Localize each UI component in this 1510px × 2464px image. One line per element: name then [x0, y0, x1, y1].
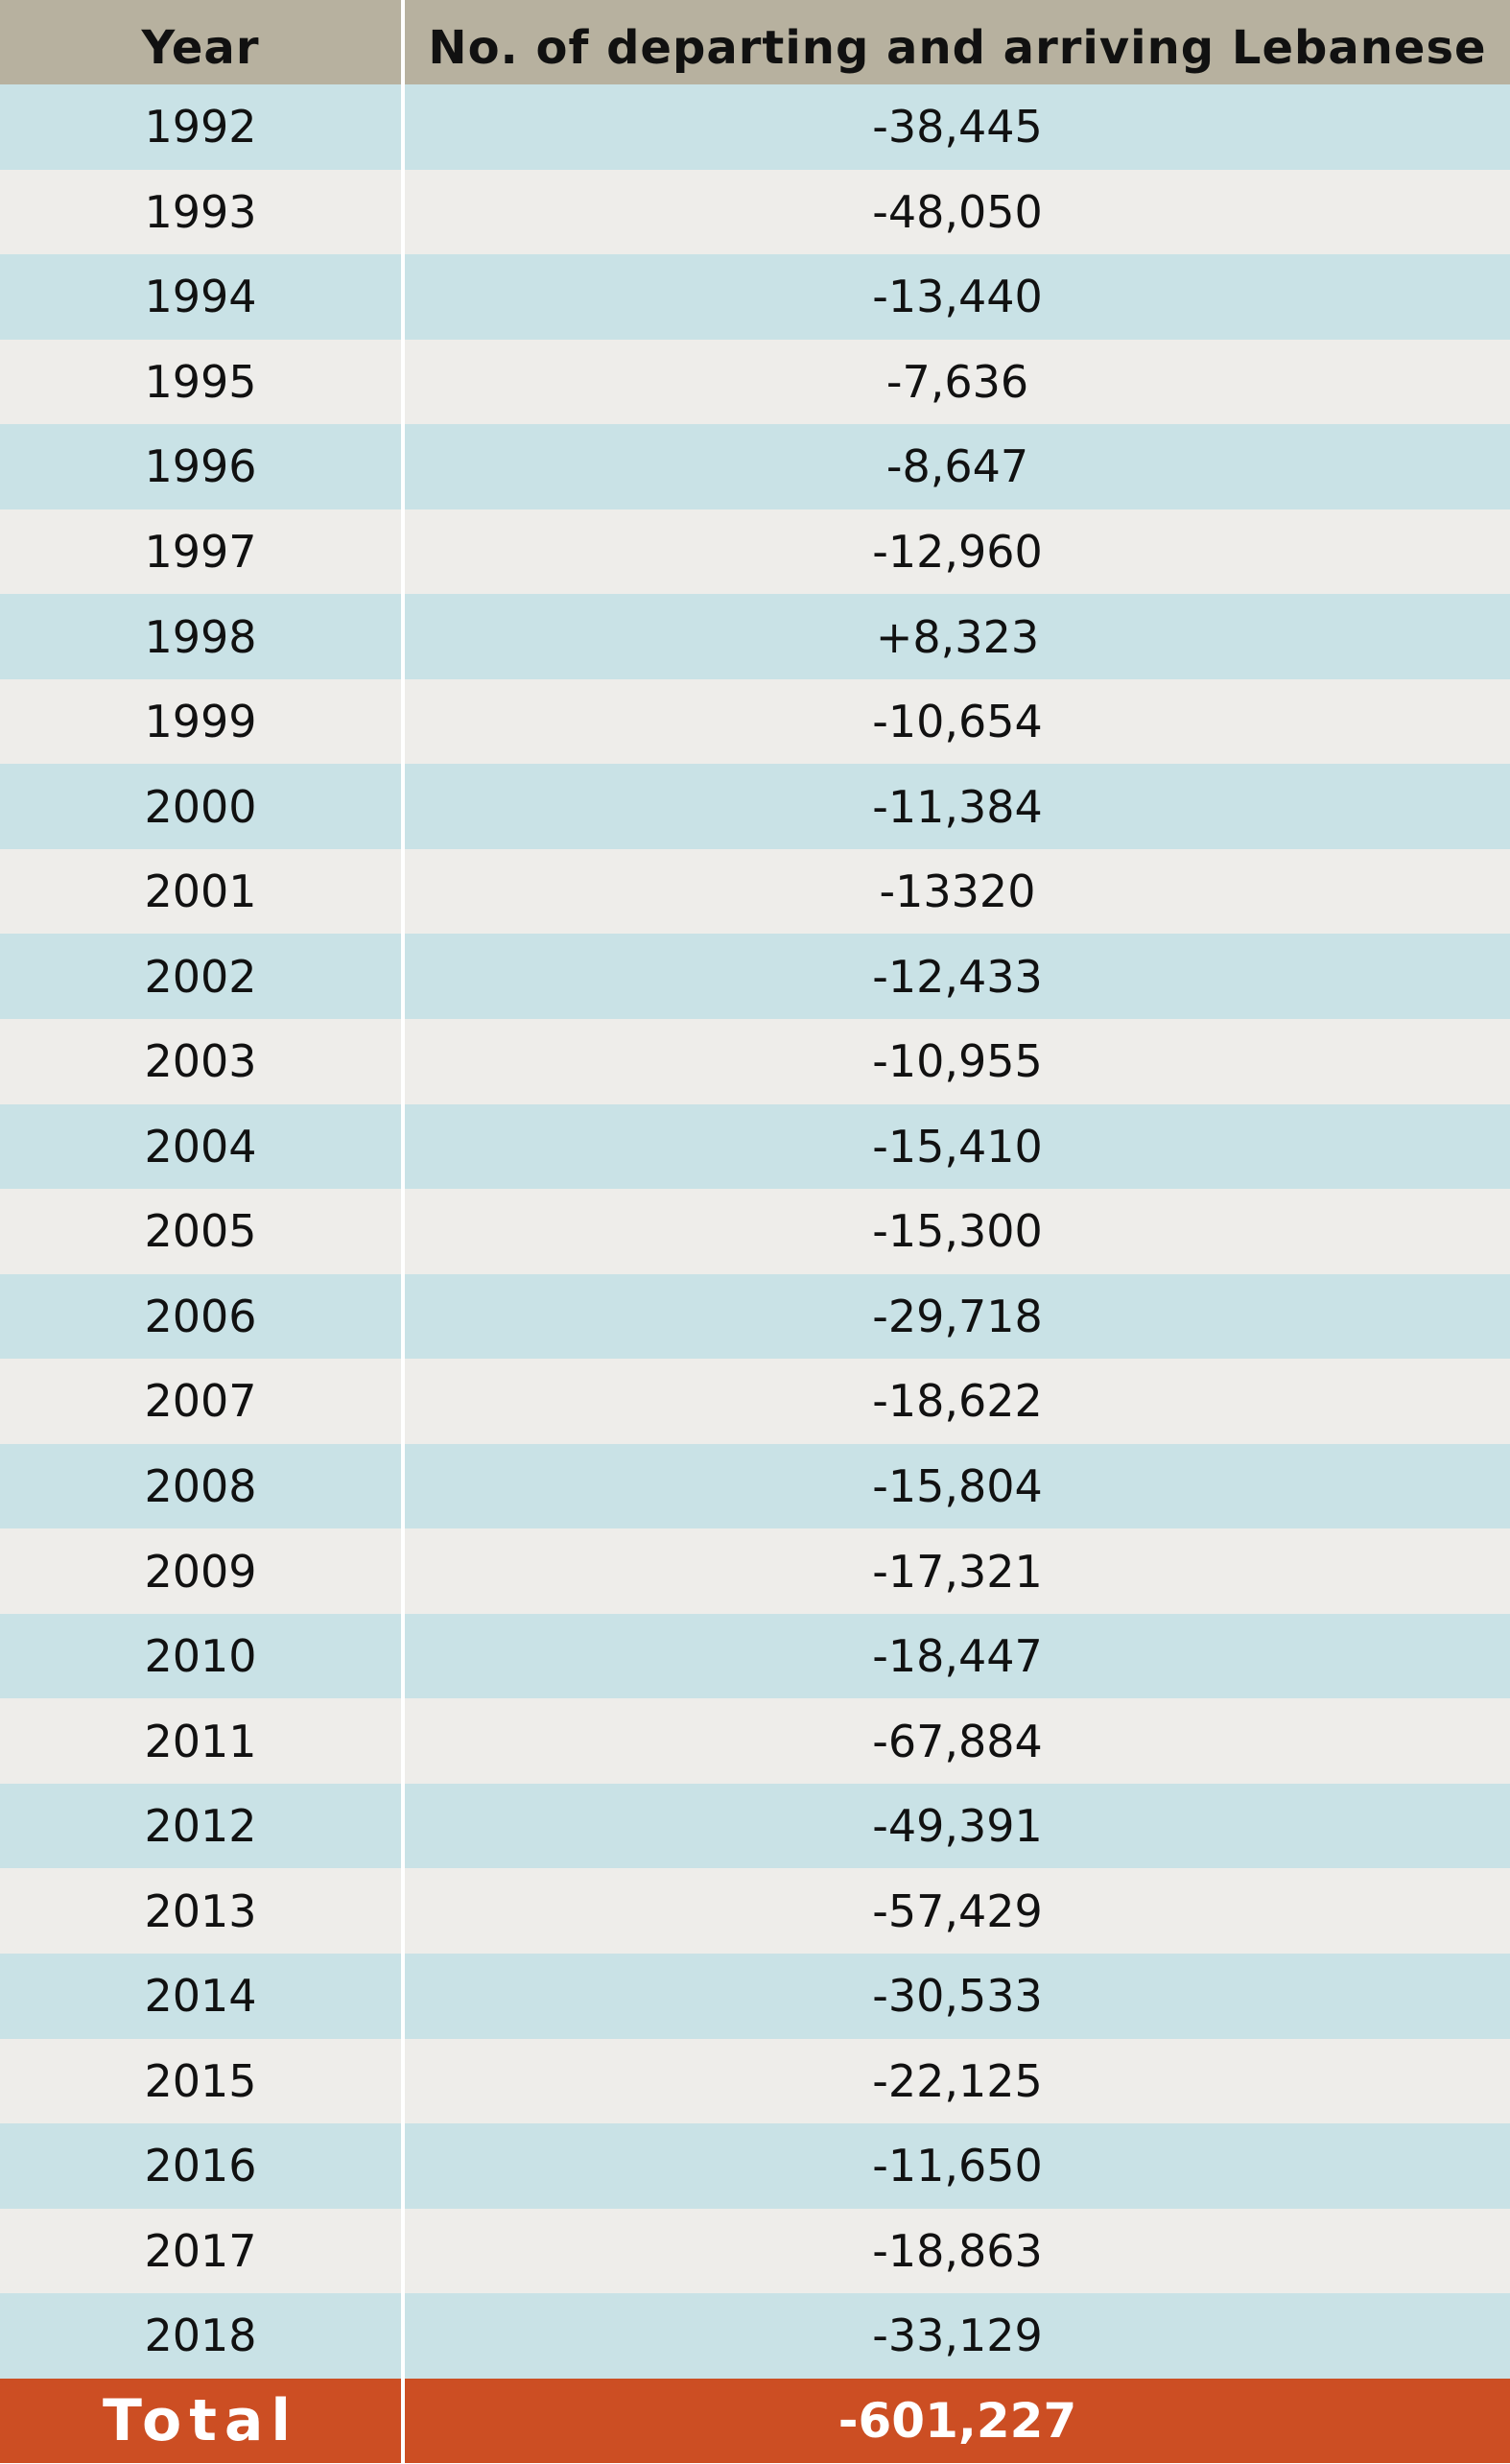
- year-cell: 2008: [0, 1443, 405, 1529]
- count-cell: -15,410: [872, 1120, 1043, 1173]
- count-cell: -18,863: [872, 2224, 1043, 2277]
- year-cell: 2005: [0, 1189, 405, 1274]
- count-cell: -7,636: [885, 355, 1029, 408]
- table-row: 2012 -49,391: [0, 1783, 1510, 1869]
- year-cell: 2004: [0, 1103, 405, 1190]
- table-row: 2018 -33,129: [0, 2293, 1510, 2379]
- total-value: -601,227: [838, 2392, 1077, 2449]
- count-cell: -30,533: [872, 1970, 1043, 2023]
- year-cell: 2002: [0, 934, 405, 1020]
- count-cell: -10,654: [872, 696, 1043, 748]
- year-cell: 2014: [0, 1954, 405, 2039]
- year-cell: 2007: [0, 1359, 405, 1444]
- year-cell: 1999: [0, 678, 405, 765]
- year-cell: 1993: [0, 169, 405, 255]
- table-row: 2001 -13320: [0, 848, 1510, 935]
- table-row: 1995 -7,636: [0, 339, 1510, 425]
- year-cell: 2018: [0, 2293, 405, 2379]
- count-cell: -11,650: [872, 2140, 1043, 2192]
- year-cell: 2010: [0, 1613, 405, 1699]
- year-cell: 2006: [0, 1273, 405, 1360]
- count-cell: -12,433: [872, 950, 1043, 1003]
- year-cell: 1998: [0, 594, 405, 679]
- table-row: 2002 -12,433: [0, 934, 1510, 1020]
- year-cell: 1994: [0, 254, 405, 340]
- year-cell: 2016: [0, 2123, 405, 2209]
- count-cell: -15,300: [872, 1205, 1043, 1258]
- count-cell: -38,445: [872, 101, 1043, 154]
- year-cell: 2003: [0, 1019, 405, 1104]
- count-cell: -8,647: [885, 440, 1029, 493]
- year-cell: 2000: [0, 764, 405, 849]
- table-row: 2010 -18,447: [0, 1613, 1510, 1699]
- year-cell: 2011: [0, 1698, 405, 1784]
- count-cell: -17,321: [872, 1545, 1043, 1598]
- count-cell: -29,718: [872, 1290, 1043, 1342]
- total-row: Total -601,227: [0, 2378, 1510, 2463]
- year-cell: 2017: [0, 2208, 405, 2294]
- count-cell: -33,129: [872, 2310, 1043, 2362]
- year-cell: 2015: [0, 2038, 405, 2124]
- table-row: 1997 -12,960: [0, 509, 1510, 595]
- table-row: 2004 -15,410: [0, 1103, 1510, 1190]
- count-cell: -11,384: [872, 780, 1043, 833]
- table-row: 2007 -18,622: [0, 1359, 1510, 1444]
- column-header-year: Year: [0, 0, 405, 84]
- count-cell: -22,125: [872, 2054, 1043, 2107]
- year-cell: 2009: [0, 1528, 405, 1614]
- total-label: Total: [0, 2378, 405, 2463]
- table-row: 2005 -15,300: [0, 1189, 1510, 1274]
- year-cell: 2012: [0, 1783, 405, 1869]
- count-cell: -67,884: [872, 1715, 1043, 1767]
- count-cell: -15,804: [872, 1460, 1043, 1513]
- count-cell: -12,960: [872, 526, 1043, 578]
- count-cell: -49,391: [872, 1800, 1043, 1853]
- table-body: 1992 -38,445 1993 -48,050 1994 -13,440 1995 -7,…: [0, 84, 1510, 2379]
- count-cell: -57,429: [872, 1884, 1043, 1937]
- table-row: 2017 -18,863: [0, 2208, 1510, 2294]
- count-cell: -13320: [879, 865, 1036, 918]
- table-row: 1992 -38,445: [0, 84, 1510, 170]
- year-cell: 1995: [0, 339, 405, 425]
- count-cell: -10,955: [872, 1035, 1043, 1088]
- year-cell: 1997: [0, 509, 405, 595]
- year-cell: 2001: [0, 848, 405, 935]
- table-row: 1998 +8,323: [0, 594, 1510, 679]
- table-row: 2006 -29,718: [0, 1273, 1510, 1360]
- year-cell: 1992: [0, 84, 405, 170]
- table-row: 1994 -13,440: [0, 254, 1510, 340]
- table-row: 2000 -11,384: [0, 764, 1510, 849]
- table-row: 2003 -10,955: [0, 1019, 1510, 1104]
- count-cell: -18,447: [872, 1630, 1043, 1683]
- count-cell: +8,323: [875, 610, 1040, 663]
- column-header-count: No. of departing and arriving Lebanese: [428, 21, 1487, 75]
- year-cell: 2013: [0, 1868, 405, 1955]
- count-cell: -13,440: [872, 271, 1043, 323]
- table-row: 1999 -10,654: [0, 678, 1510, 765]
- count-cell: -48,050: [872, 185, 1043, 238]
- table-row: 2009 -17,321: [0, 1528, 1510, 1614]
- table-row: 2015 -22,125: [0, 2038, 1510, 2124]
- table-row: 1996 -8,647: [0, 424, 1510, 509]
- table-row: 2011 -67,884: [0, 1698, 1510, 1784]
- table-row: 2008 -15,804: [0, 1443, 1510, 1529]
- table-row: 2013 -57,429: [0, 1868, 1510, 1955]
- table-row: 2016 -11,650: [0, 2123, 1510, 2209]
- table-row: 1993 -48,050: [0, 169, 1510, 255]
- table-header-row: Year No. of departing and arriving Leban…: [0, 0, 1510, 84]
- year-cell: 1996: [0, 424, 405, 509]
- table-row: 2014 -30,533: [0, 1954, 1510, 2039]
- count-cell: -18,622: [872, 1375, 1043, 1428]
